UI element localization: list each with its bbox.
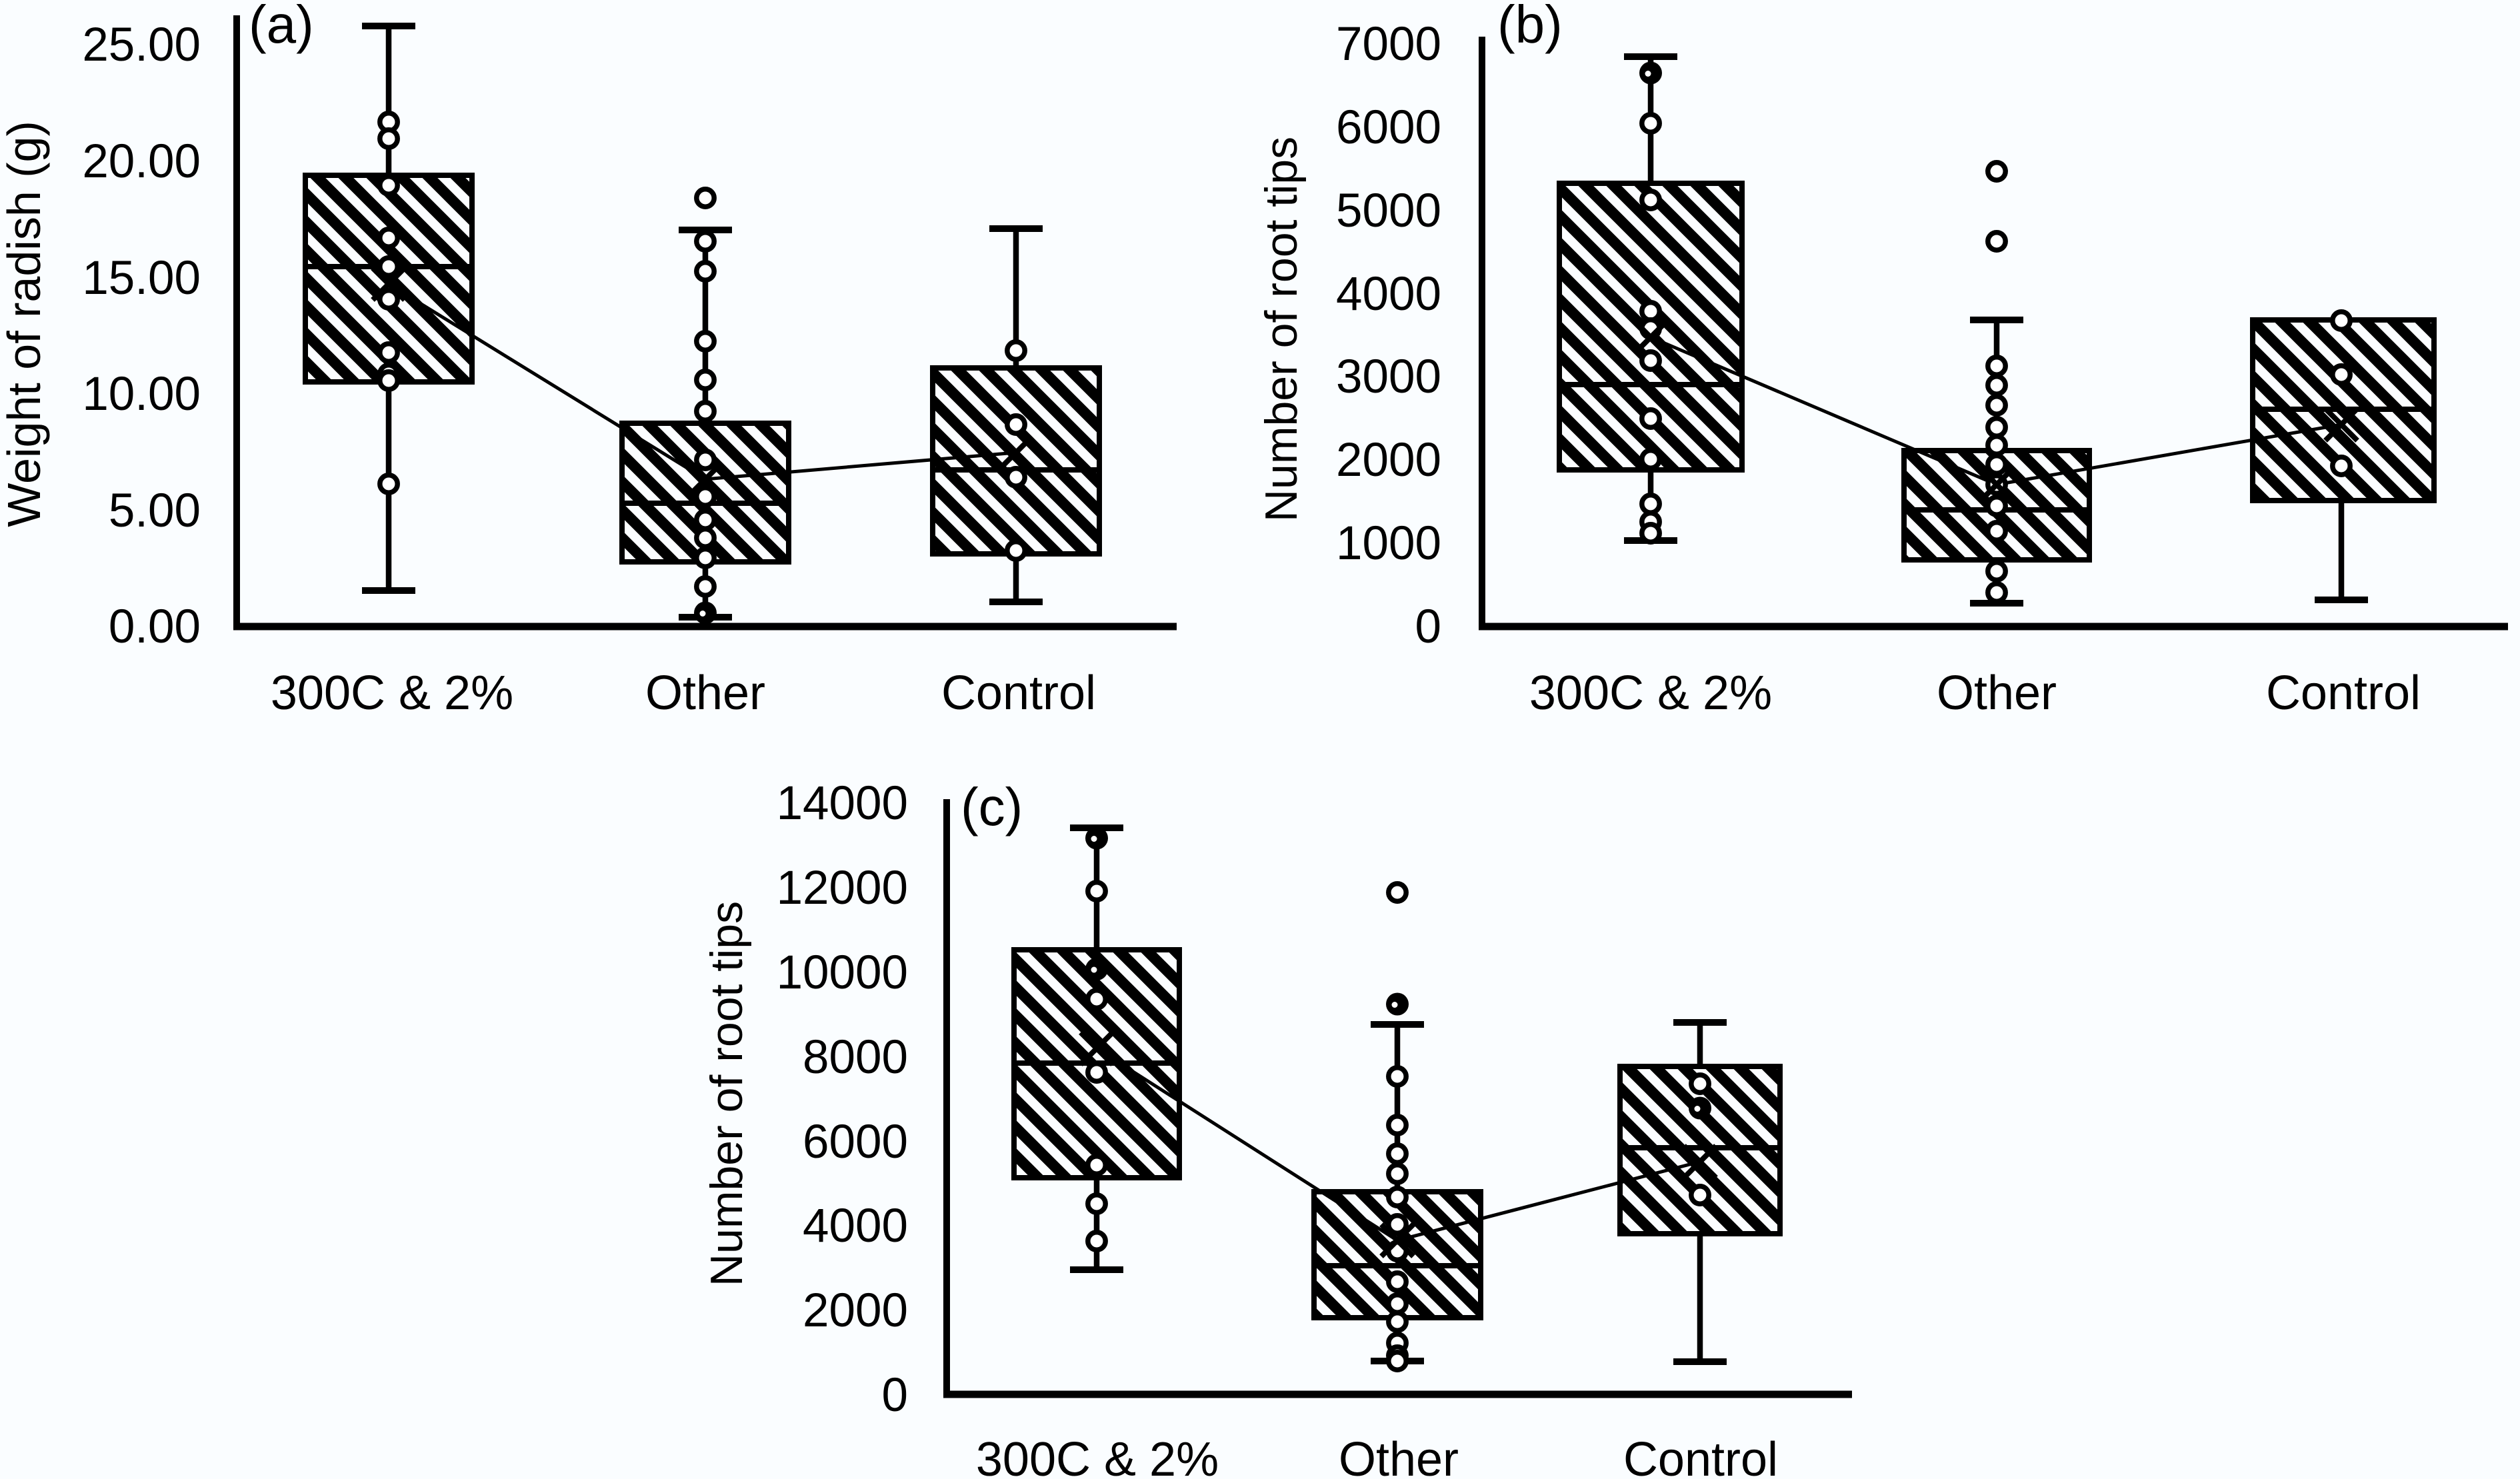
svg-text:(a): (a) [249, 0, 314, 54]
svg-text:(b): (b) [1497, 0, 1563, 54]
svg-text:300C & 2%: 300C & 2% [271, 667, 513, 720]
svg-text:300C & 2%: 300C & 2% [1529, 667, 1772, 720]
svg-text:12000: 12000 [777, 862, 908, 914]
svg-text:8000: 8000 [803, 1031, 908, 1084]
svg-text:6000: 6000 [1336, 101, 1441, 154]
svg-text:14000: 14000 [777, 777, 908, 830]
svg-text:2000: 2000 [1336, 434, 1441, 487]
svg-text:5.00: 5.00 [109, 485, 201, 537]
svg-text:Number of root tips: Number of root tips [701, 901, 752, 1286]
svg-text:2000: 2000 [803, 1284, 908, 1337]
svg-text:5000: 5000 [1336, 185, 1441, 237]
svg-text:7000: 7000 [1336, 18, 1441, 71]
svg-text:4000: 4000 [803, 1200, 908, 1252]
svg-text:10000: 10000 [777, 946, 908, 999]
svg-text:25.00: 25.00 [82, 19, 201, 71]
svg-text:0.00: 0.00 [109, 601, 201, 653]
svg-text:1000: 1000 [1336, 517, 1441, 570]
svg-text:Control: Control [2266, 667, 2421, 720]
svg-text:0: 0 [1415, 601, 1442, 653]
svg-text:0: 0 [882, 1369, 909, 1422]
svg-text:4000: 4000 [1336, 268, 1441, 321]
svg-text:Control: Control [941, 667, 1096, 720]
svg-text:Other: Other [645, 667, 765, 720]
svg-text:10.00: 10.00 [82, 368, 201, 421]
svg-text:6000: 6000 [803, 1116, 908, 1168]
svg-text:300C & 2%: 300C & 2% [976, 1433, 1219, 1479]
svg-text:Weight of radish (g): Weight of radish (g) [0, 121, 50, 527]
svg-text:15.00: 15.00 [82, 252, 201, 305]
svg-text:20.00: 20.00 [82, 135, 201, 188]
svg-text:Control: Control [1623, 1433, 1778, 1479]
svg-text:Other: Other [1339, 1433, 1459, 1479]
svg-text:Number of root tips: Number of root tips [1256, 137, 1307, 522]
svg-text:Other: Other [1937, 667, 2057, 720]
svg-text:(c): (c) [961, 777, 1023, 836]
svg-text:3000: 3000 [1336, 351, 1441, 403]
